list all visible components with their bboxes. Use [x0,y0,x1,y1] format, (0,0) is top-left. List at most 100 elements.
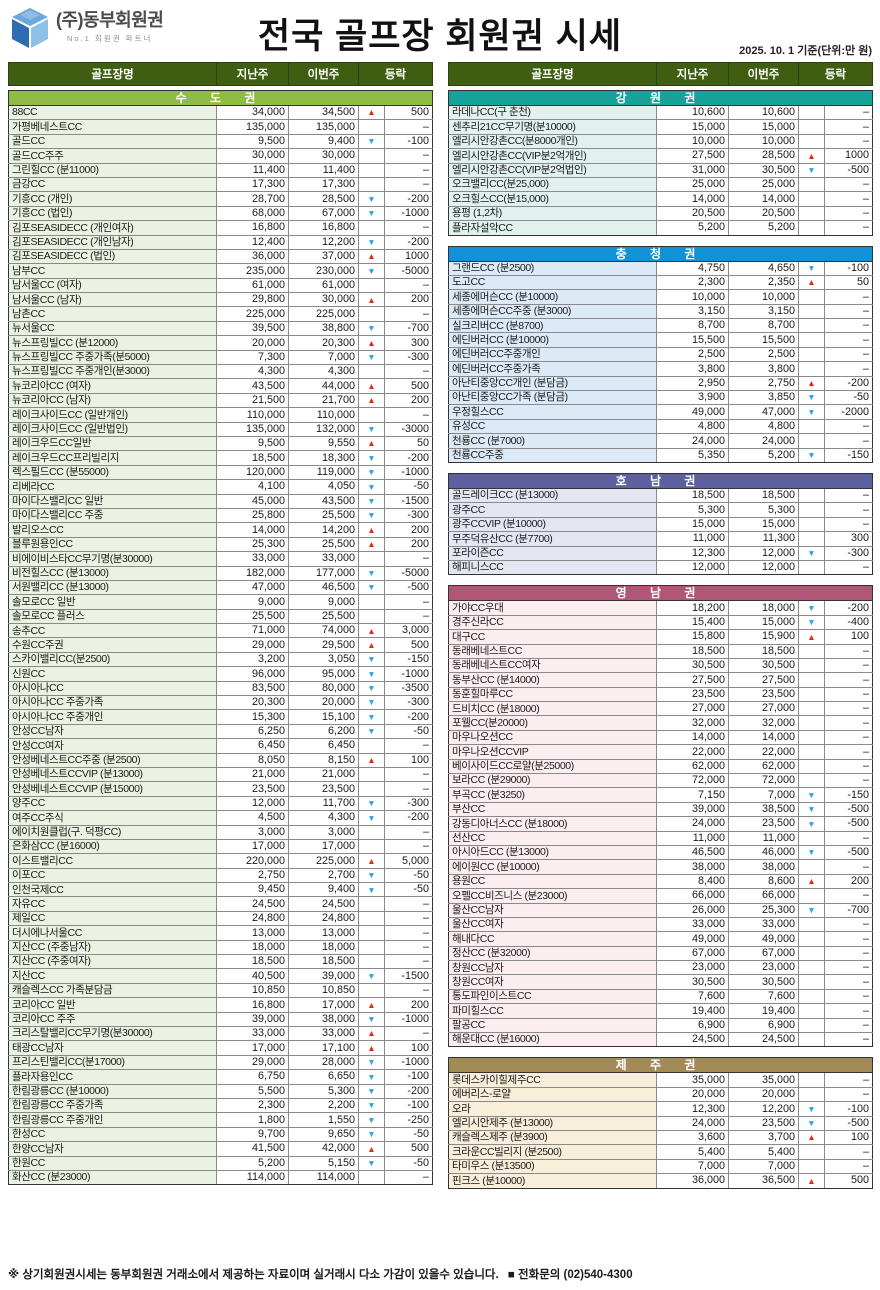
no-change-arrow-cell [358,277,385,294]
this-week-price-cell: 2,350 [728,274,799,291]
course-name-cell: 안성CC남자 [8,723,217,740]
this-week-price-cell: 27,500 [728,672,799,688]
table-row: 김포SEASIDECC (개인여자) 16,800 16,800– [8,220,434,236]
down-arrow-icon: ▼ [798,816,825,832]
this-week-price-cell: 2,700 [288,867,359,884]
last-week-price-cell: 11,000 [656,830,729,846]
this-week-price-cell: 72,000 [728,773,799,789]
course-name-cell: 김포SEASIDECC (개인남자) [8,234,217,250]
table-row: 아시아나CC 주중개인 15,300 15,100 ▼ -200 [8,709,434,725]
last-week-price-cell: 8,700 [656,318,729,334]
this-week-price-cell: 7,000 [288,349,359,366]
course-name-cell: 남부CC [8,263,217,279]
last-week-price-cell: 114,000 [216,1169,289,1186]
up-arrow-icon: ▲ [358,536,385,553]
this-week-price-cell: 9,400 [288,882,359,898]
table-row: 동훈힐마루CC 23,500 23,500– [448,686,874,703]
logo-text: (주)동부회원권 No.1 회원권 파트너 [56,6,164,44]
down-arrow-icon: ▼ [358,205,385,222]
no-change-arrow-cell [358,608,385,625]
table-row: 골드CC주주 30,000 30,000– [8,148,434,164]
change-value-cell: 200 [383,292,434,308]
change-value-cell: – [383,594,434,610]
change-value-cell: – [383,838,434,855]
last-week-price-cell: 28,700 [216,191,289,207]
table-row: 오펠CC비즈니스 (분23000) 66,000 66,000– [448,888,874,904]
last-week-price-cell: 21,000 [216,766,289,783]
table-row: 양주CC 12,000 11,700 ▼ -300 [8,795,434,812]
last-week-price-cell: 25,000 [656,176,729,193]
down-arrow-icon: ▼ [798,404,825,420]
change-value-cell: – [823,931,874,947]
course-name-cell: 핀크스 (분10000) [448,1173,657,1189]
change-value-cell: – [383,910,434,927]
this-week-price-cell: 11,300 [728,531,799,547]
table-row: 리베라CC 4,100 4,050 ▼ -50 [8,479,434,495]
this-week-price-cell: 3,700 [728,1129,799,1146]
course-name-cell: 크라운CC빌리지 (분2500) [448,1144,657,1160]
change-value-cell: – [823,1158,874,1175]
region-section-table: 충 청 권 그랜드CC (분2500) 4,750 4,650 ▼ -100 도고CC 2,3… [447,245,874,463]
last-week-price-cell: 10,850 [216,982,289,999]
phone-contact: ■ 전화문의 (02)540-4300 [507,1269,633,1281]
down-arrow-icon: ▼ [798,390,825,406]
change-value-cell: 50 [383,435,434,452]
table-row: 한림광릉CC 주중가족 2,300 2,200 ▼ -100 [8,1097,434,1114]
change-value-cell: -200 [383,709,434,725]
up-arrow-icon: ▲ [798,1129,825,1146]
table-row: 화산CC (분23000) 114,000 114,000– [8,1169,434,1186]
change-value-cell: -150 [383,651,434,668]
table-row: 광주CCVIP (분10000) 15,000 15,000– [448,516,874,533]
course-name-cell: 광주CCVIP (분10000) [448,516,657,533]
down-arrow-icon: ▼ [358,1054,385,1071]
course-name-cell: 아시아나CC [8,680,217,697]
course-name-cell: 천룡CC (분7000) [448,433,657,449]
up-arrow-icon: ▲ [798,148,825,164]
last-week-price-cell: 20,000 [656,1086,729,1103]
down-arrow-icon: ▼ [358,810,385,826]
this-week-price-cell: 19,400 [728,1003,799,1019]
this-week-price-cell: 25,500 [288,608,359,625]
down-arrow-icon: ▼ [358,867,385,884]
last-week-price-cell: 39,000 [656,801,729,818]
change-value-cell: -100 [383,133,434,150]
this-week-price-cell: 2,200 [288,1097,359,1114]
last-week-price-cell: 17,300 [216,176,289,193]
change-value-cell: – [383,364,434,380]
this-week-price-cell: 38,500 [728,801,799,818]
change-value-cell: – [383,939,434,956]
table-row: 레이크사이드CC (일반개인) 110,000 110,000– [8,407,434,423]
table-row: 블루원용인CC 25,300 25,500 ▲ 200 [8,536,434,553]
down-arrow-icon: ▼ [798,162,825,178]
table-row: 레이크우드CC일반 9,500 9,550 ▲ 50 [8,435,434,452]
last-week-price-cell: 33,000 [216,1025,289,1042]
course-name-cell: 롯데스카이힐제주CC [448,1072,657,1088]
this-week-price-cell: 7,600 [728,988,799,1005]
no-change-arrow-cell [798,502,825,518]
table-row: 울산CC여자 33,000 33,000– [448,916,874,933]
last-week-price-cell: 29,000 [216,637,289,653]
course-name-cell: 발리오스CC [8,522,217,538]
down-arrow-icon: ▼ [358,968,385,984]
last-week-price-cell: 15,400 [656,614,729,631]
col-header-last-week: 지난주 [216,62,289,86]
up-arrow-icon: ▲ [358,522,385,538]
last-week-price-cell: 3,600 [656,1129,729,1146]
up-arrow-icon: ▲ [358,853,385,869]
no-change-arrow-cell [798,418,825,435]
change-value-cell: – [383,925,434,941]
last-week-price-cell: 30,500 [656,974,729,990]
course-name-cell: 마우나오션CC [448,729,657,746]
change-value-cell: – [823,176,874,193]
this-week-price-cell: 22,000 [728,744,799,760]
table-row: 프리스틴밸리CC(분17000) 29,000 28,000 ▼ -1000 [8,1054,434,1071]
change-value-cell: – [383,896,434,912]
no-change-arrow-cell [358,594,385,610]
course-name-cell: 가야CC우대 [448,600,657,616]
last-week-price-cell: 5,500 [216,1083,289,1099]
change-value-cell: 500 [823,1173,874,1189]
change-value-cell: -2000 [823,404,874,420]
course-name-cell: 스카이밸리CC(분2500) [8,651,217,668]
no-change-arrow-cell [798,1003,825,1019]
table-row: 도고CC 2,300 2,350 ▲ 50 [448,274,874,291]
